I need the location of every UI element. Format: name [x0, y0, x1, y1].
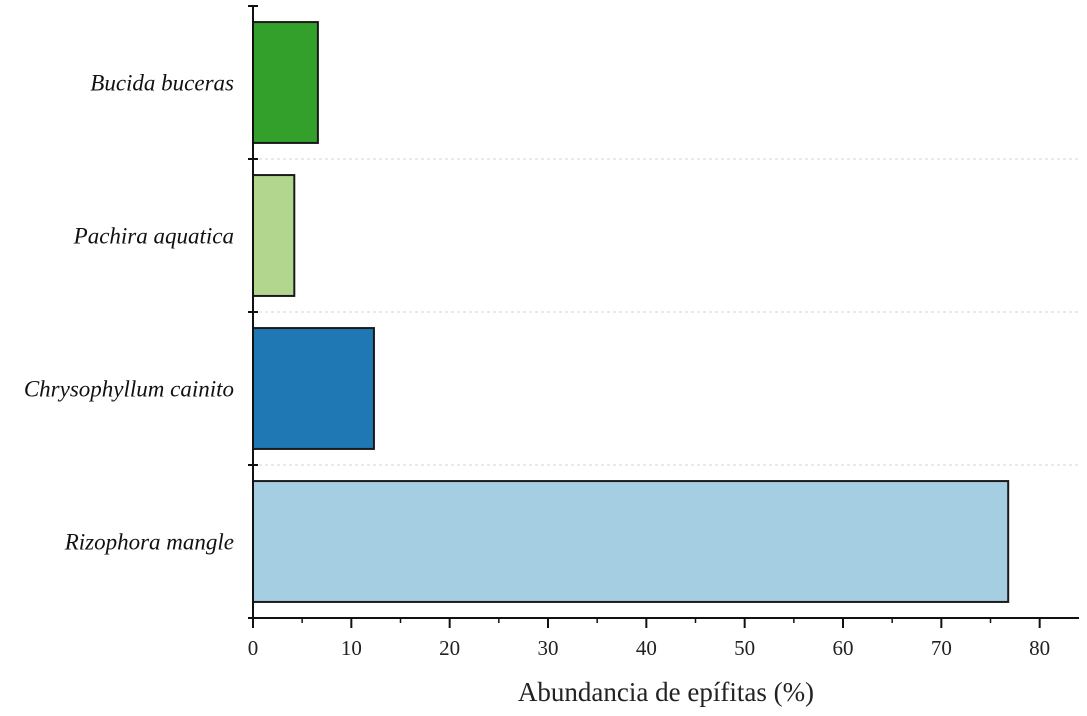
bar: [252, 480, 1010, 603]
bar: [252, 174, 296, 297]
category-label: Rizophora mangle: [64, 530, 234, 555]
category-label: Chrysophyllum cainito: [24, 377, 234, 402]
category-label: Pachira aquatica: [73, 224, 234, 249]
x-tick-label: 0: [248, 636, 259, 660]
x-tick-label: 60: [833, 636, 854, 660]
x-tick-label: 20: [439, 636, 460, 660]
bar: [252, 327, 375, 450]
x-tick-label: 80: [1029, 636, 1050, 660]
x-axis-title: Abundancia de epífitas (%): [518, 677, 814, 707]
grid-lines: [253, 158, 1079, 466]
x-tick-label: 10: [341, 636, 362, 660]
x-tick-label: 30: [538, 636, 559, 660]
x-tick-label: 40: [636, 636, 657, 660]
category-label: Bucida buceras: [90, 71, 234, 96]
x-tick-label: 70: [931, 636, 952, 660]
x-axis-ticks: 0 10 20 30 40 50 60 70 80: [248, 618, 1050, 660]
x-tick-label: 50: [734, 636, 755, 660]
category-labels: Bucida buceras Pachira aquatica Chrysophyl…: [24, 71, 234, 555]
bar: [252, 21, 319, 144]
bars: [252, 21, 1010, 603]
